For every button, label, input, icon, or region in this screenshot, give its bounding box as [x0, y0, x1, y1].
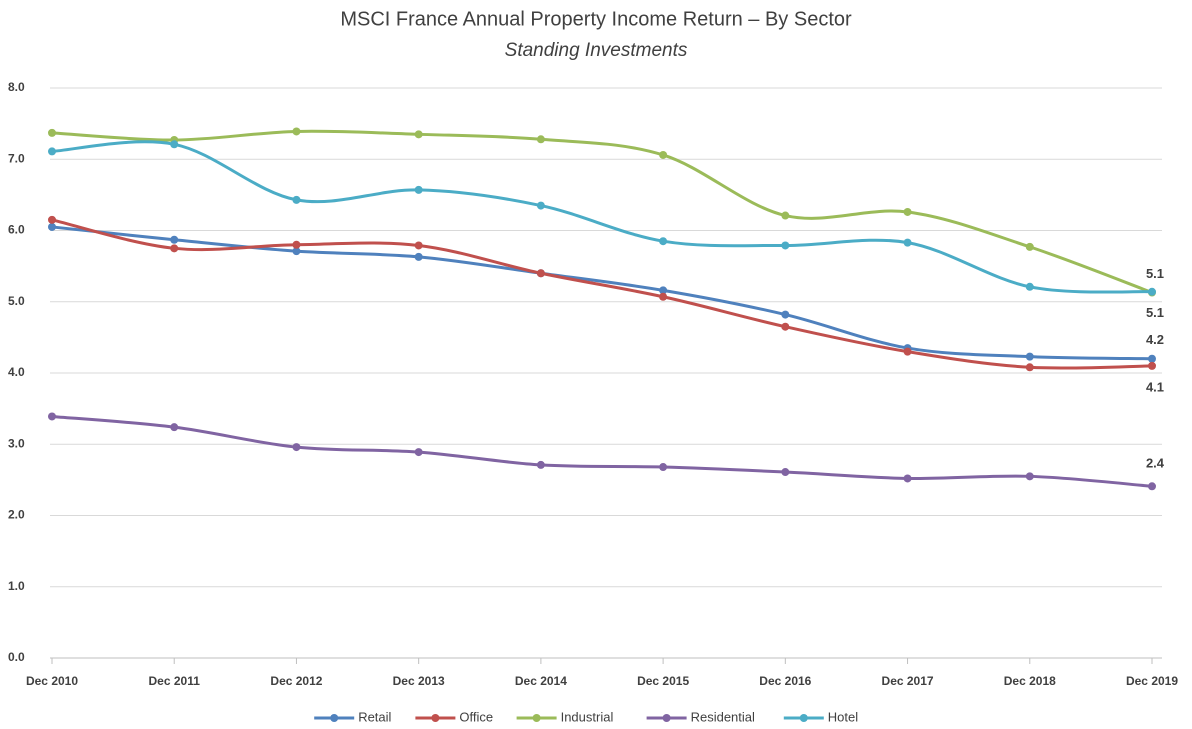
point [903, 207, 912, 216]
point [1025, 363, 1034, 372]
point [903, 347, 912, 356]
point [659, 237, 668, 246]
legend-label: Office [459, 709, 493, 724]
point [48, 128, 56, 137]
point [903, 238, 912, 247]
point [170, 244, 179, 253]
x-tick-label: Dec 2019 [1126, 674, 1178, 688]
point [292, 240, 301, 249]
y-tick-label: 1.0 [8, 579, 25, 593]
legend-label: Residential [691, 709, 755, 724]
x-tick-label: Dec 2013 [393, 674, 445, 688]
point [781, 241, 790, 250]
series-line [51, 129, 1153, 294]
x-tick-label: Dec 2018 [1004, 674, 1056, 688]
point [1148, 482, 1156, 491]
point [536, 460, 545, 469]
legend-marker [431, 714, 440, 722]
point [1025, 472, 1034, 481]
x-tick-label: Dec 2014 [515, 674, 567, 688]
x-tick-label: Dec 2016 [759, 674, 811, 688]
point [1025, 282, 1034, 291]
x-tick-label: Dec 2015 [637, 674, 689, 688]
point [292, 195, 301, 204]
point [170, 423, 179, 432]
point [781, 310, 790, 319]
data-label: 4.2 [1146, 332, 1164, 347]
point [414, 252, 423, 261]
legend-marker [799, 714, 808, 722]
series-line [51, 225, 1153, 361]
point [1025, 242, 1034, 251]
point [48, 215, 56, 224]
point [781, 211, 790, 220]
y-tick-label: 3.0 [8, 436, 25, 450]
legend-label: Industrial [561, 709, 614, 724]
point [292, 127, 301, 136]
point [170, 140, 179, 149]
data-label: 5.1 [1146, 305, 1164, 320]
point [1025, 352, 1034, 361]
data-label: 5.1 [1146, 266, 1164, 281]
series-line [51, 414, 1153, 488]
point [48, 222, 56, 231]
y-tick-label: 5.0 [8, 294, 25, 308]
y-tick-label: 4.0 [8, 365, 25, 379]
y-tick-label: 2.0 [8, 508, 25, 522]
point [1148, 354, 1156, 363]
point [292, 443, 301, 452]
x-tick-label: Dec 2011 [149, 674, 201, 688]
legend-label: Hotel [828, 709, 858, 724]
point [659, 463, 668, 472]
point [659, 150, 668, 159]
point [536, 135, 545, 144]
point [536, 201, 545, 210]
x-tick-label: Dec 2010 [26, 674, 78, 688]
point [414, 241, 423, 250]
legend-label: Retail [358, 709, 391, 724]
x-tick-label: Dec 2017 [882, 674, 934, 688]
series-line [51, 140, 1153, 294]
data-label: 4.1 [1146, 379, 1164, 394]
point [1148, 287, 1156, 296]
point [292, 247, 301, 256]
point [414, 448, 423, 457]
point [48, 147, 56, 156]
legend-marker [662, 714, 671, 722]
legend-marker [532, 714, 541, 722]
y-tick-label: 6.0 [8, 223, 25, 237]
point [414, 130, 423, 139]
y-tick-label: 7.0 [8, 151, 25, 165]
data-label: 2.4 [1146, 456, 1165, 471]
point [659, 292, 668, 301]
point [1148, 361, 1156, 370]
x-tick-label: Dec 2012 [270, 674, 322, 688]
point [781, 322, 790, 331]
point [659, 286, 668, 295]
point [414, 185, 423, 194]
chart-title: MSCI France Annual Property Income Retur… [340, 8, 852, 30]
y-tick-label: 8.0 [8, 80, 25, 94]
point [536, 269, 545, 278]
point [903, 474, 912, 483]
point [170, 235, 179, 244]
chart-subtitle: Standing Investments [505, 40, 688, 61]
legend-marker [330, 714, 339, 722]
series-line [51, 218, 1153, 370]
point [781, 468, 790, 477]
y-tick-label: 0.0 [8, 650, 25, 664]
point [48, 412, 56, 421]
